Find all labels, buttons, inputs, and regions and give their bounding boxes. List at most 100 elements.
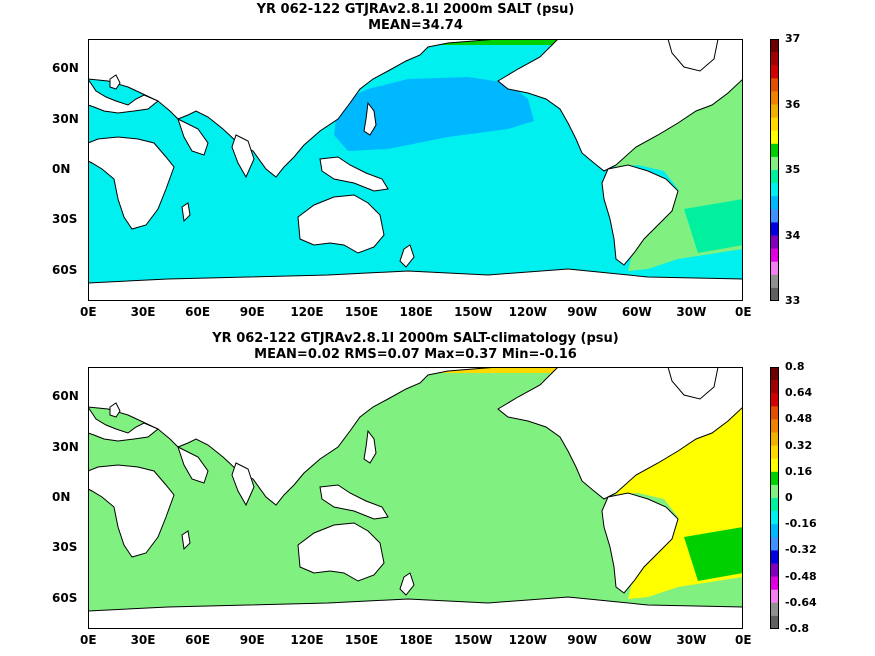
colorbar-tick-label: 35	[785, 163, 801, 176]
colorbar-swatch	[770, 196, 779, 210]
lat-tick-label: 60S	[52, 262, 78, 277]
land-namerica	[497, 39, 743, 172]
lon-tick-label: 30E	[130, 633, 156, 647]
land-africa	[88, 464, 175, 558]
lon-tick-label: 150E	[344, 305, 379, 319]
colorbar-tick-label: -0.8	[785, 622, 810, 635]
land-japan	[363, 101, 377, 136]
land-seasia	[319, 484, 389, 520]
colorbar-tick-label: 0.64	[785, 386, 813, 400]
colorbar-tick-label: 36	[785, 97, 801, 111]
land-greenland	[667, 39, 719, 72]
colorbar-swatch	[770, 393, 779, 407]
colorbar-tick-label: 0.32	[785, 438, 813, 452]
colorbar-swatch	[770, 104, 779, 119]
colorbar-swatch	[770, 367, 779, 381]
colorbar-swatch	[770, 130, 779, 145]
lat-tick-label: 60N	[52, 389, 79, 404]
land-namerica	[497, 367, 743, 500]
land-australia	[297, 194, 385, 254]
colorbar-swatch	[770, 406, 779, 420]
colorbar-swatch	[770, 156, 779, 171]
land-nz	[399, 244, 415, 268]
panel2-colorbar	[770, 367, 779, 629]
colorbar-tick-label: -0.48	[785, 569, 817, 583]
colorbar-swatch	[770, 143, 779, 158]
land-eurasia	[88, 39, 499, 178]
lat-tick-label: 30S	[52, 540, 78, 555]
colorbar-swatch	[770, 287, 779, 301]
lon-tick-label: 120E	[290, 633, 324, 647]
land-uk	[109, 402, 121, 418]
lon-tick-label: 90W	[567, 633, 598, 647]
land-arabia_india	[177, 446, 255, 507]
colorbar-swatch	[770, 445, 779, 460]
colorbar-tick-label: -0.16	[785, 517, 817, 531]
lon-tick-label: 150W	[454, 633, 493, 647]
lon-tick-label: 30E	[130, 305, 156, 319]
colorbar-swatch	[770, 222, 779, 236]
lon-tick-label: 30W	[676, 305, 707, 319]
colorbar-swatch	[770, 537, 779, 551]
land-seasia	[319, 156, 389, 192]
lat-tick-label: 60N	[52, 61, 79, 76]
colorbar-tick-label: -0.64	[785, 595, 817, 609]
land-antarctica	[88, 596, 743, 629]
colorbar-swatch	[770, 209, 779, 223]
north-pacific-region	[334, 77, 534, 151]
colorbar-swatch	[770, 615, 779, 629]
land-nz	[399, 572, 415, 596]
lat-tick-label: 30N	[52, 111, 79, 126]
land-arabia_india	[177, 118, 255, 179]
colorbar-swatch	[770, 52, 779, 66]
lat-tick-label: 0N	[52, 490, 71, 504]
lon-tick-label: 60E	[185, 305, 211, 319]
land-samerica	[601, 164, 679, 266]
panel1-title: YR 062-122 GTJRAv2.8.1l 2000m SALT (psu)	[256, 2, 575, 17]
colorbar-swatch	[770, 550, 779, 564]
colorbar-swatch	[770, 471, 779, 486]
colorbar-tick-label: 33	[785, 294, 801, 307]
lon-tick-label: 0E	[80, 633, 97, 647]
land-eurasia	[88, 367, 499, 506]
colorbar-swatch	[770, 484, 779, 499]
colorbar-swatch	[770, 498, 779, 512]
colorbar-swatch	[770, 589, 779, 604]
colorbar-tick-label: 0.8	[785, 360, 805, 373]
lon-tick-label: 60W	[621, 633, 652, 647]
north-pacific-region	[334, 405, 534, 479]
colorbar-swatch	[770, 91, 779, 105]
lon-tick-label: 90E	[239, 305, 265, 319]
colorbar-swatch	[770, 432, 779, 447]
land-europe	[88, 78, 159, 114]
panel1-colorbar	[770, 39, 779, 301]
lat-tick-label: 30S	[52, 212, 78, 227]
land-samerica	[601, 492, 679, 594]
lon-tick-label: 90E	[239, 633, 265, 647]
lon-tick-label: 150E	[344, 633, 379, 647]
panel2-title: YR 062-122 GTJRAv2.8.1l 2000m SALT-clima…	[212, 331, 619, 346]
map-frame	[88, 367, 743, 629]
colorbar-tick-label: 0	[785, 491, 793, 504]
land-japan	[363, 429, 377, 464]
panel1-map	[88, 39, 743, 301]
colorbar-swatch	[770, 458, 779, 473]
map-frame	[88, 39, 743, 301]
land-greenland	[667, 367, 719, 400]
lon-tick-label: 90W	[567, 305, 598, 319]
land-europe	[88, 406, 159, 442]
colorbar-swatch	[770, 274, 779, 289]
lon-tick-label: 0E	[735, 633, 752, 647]
colorbar-swatch	[770, 576, 779, 591]
colorbar-swatch	[770, 380, 779, 394]
lon-tick-label: 180E	[399, 305, 433, 319]
lon-tick-label: 0E	[735, 305, 752, 319]
colorbar-swatch	[770, 261, 779, 276]
lat-tick-label: 0N	[52, 162, 71, 176]
colorbar-swatch	[770, 170, 779, 184]
colorbar-swatch	[770, 183, 779, 197]
panel1-subtitle: MEAN=34.74	[368, 18, 463, 33]
land-antarctica	[88, 268, 743, 301]
colorbar-swatch	[770, 511, 779, 525]
colorbar-swatch	[770, 117, 779, 132]
